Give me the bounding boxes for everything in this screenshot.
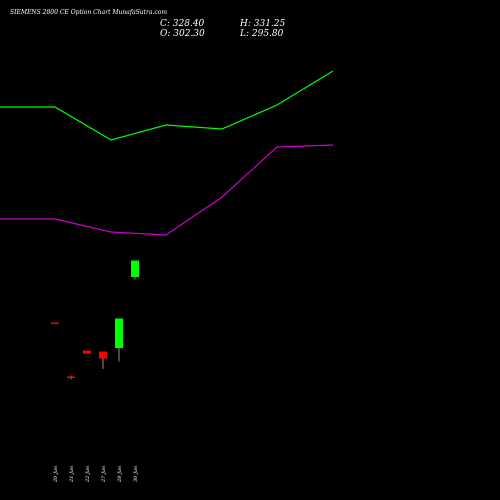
x-tick-label: 27 Jan <box>101 466 107 483</box>
high-value: H: 331.25 <box>240 19 286 29</box>
candle <box>115 318 123 362</box>
low-value: L: 295.80 <box>240 29 284 39</box>
candle <box>51 322 59 324</box>
candle-body <box>99 351 107 359</box>
candle <box>131 260 139 280</box>
candle-body <box>83 350 91 354</box>
x-tick-label: 28 Jan <box>117 466 123 483</box>
candle-body <box>131 260 139 277</box>
indicator-lines <box>0 70 334 236</box>
candle <box>67 375 75 380</box>
x-tick-label: 30 Jan <box>133 466 139 482</box>
candles <box>51 260 139 380</box>
x-tick-label: 21 Jan <box>69 466 75 483</box>
upper-band-line <box>0 70 334 141</box>
lower-band-line <box>0 144 334 236</box>
candle-body <box>67 376 75 378</box>
chart-title: SIEMENS 2800 CE Option Chart MunafaSutra… <box>10 9 168 16</box>
close-value: C: 328.40 <box>160 19 205 29</box>
candle <box>83 350 91 354</box>
candle-body <box>115 318 123 348</box>
x-axis-ticks: 20 Jan 21 Jan 22 Jan 27 Jan 28 Jan 30 Jan <box>53 466 139 483</box>
open-value: O: 302.30 <box>160 29 205 39</box>
x-tick-label: 20 Jan <box>53 466 59 483</box>
candle-body <box>51 322 59 324</box>
candle <box>99 351 107 369</box>
x-tick-label: 22 Jan <box>85 466 91 483</box>
